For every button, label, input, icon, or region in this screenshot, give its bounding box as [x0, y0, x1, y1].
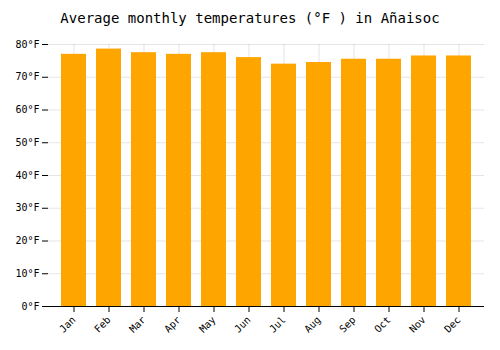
svg-text:40°F: 40°F	[15, 170, 39, 181]
svg-text:Jun: Jun	[232, 314, 253, 335]
svg-text:Jan: Jan	[57, 314, 78, 335]
svg-text:70°F: 70°F	[15, 71, 39, 82]
svg-text:30°F: 30°F	[15, 202, 39, 213]
svg-text:Nov: Nov	[407, 314, 428, 335]
svg-text:80°F: 80°F	[15, 39, 39, 50]
svg-text:May: May	[197, 314, 218, 335]
svg-text:20°F: 20°F	[15, 235, 39, 246]
svg-text:0°F: 0°F	[21, 301, 39, 312]
svg-text:Jul: Jul	[267, 314, 288, 335]
svg-text:10°F: 10°F	[15, 268, 39, 279]
svg-text:60°F: 60°F	[15, 104, 39, 115]
svg-text:Dec: Dec	[442, 314, 463, 335]
svg-text:Aug: Aug	[302, 314, 323, 335]
svg-text:Feb: Feb	[92, 314, 113, 335]
svg-text:Apr: Apr	[162, 314, 183, 335]
svg-text:50°F: 50°F	[15, 137, 39, 148]
svg-text:Sep: Sep	[337, 314, 358, 335]
svg-text:Oct: Oct	[372, 314, 393, 335]
html-text:Average monthly temperatures (: Average monthly temperatures (°F ) in Añ…	[60, 10, 440, 26]
svg-text:Mar: Mar	[127, 314, 148, 335]
